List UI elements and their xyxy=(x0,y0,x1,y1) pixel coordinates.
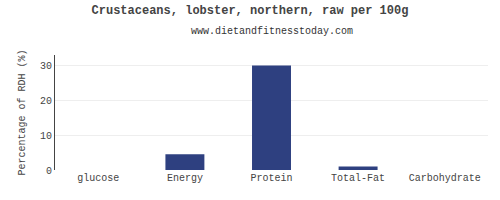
svg-text:glucose: glucose xyxy=(77,173,119,184)
svg-text:30: 30 xyxy=(40,61,52,72)
svg-text:Protein: Protein xyxy=(250,173,292,184)
svg-text:Energy: Energy xyxy=(167,173,203,184)
svg-text:Total-Fat: Total-Fat xyxy=(331,173,385,184)
svg-text:10: 10 xyxy=(40,131,52,142)
svg-text:Percentage of RDH (%): Percentage of RDH (%) xyxy=(17,49,28,175)
svg-text:www.dietandfitnesstoday.com: www.dietandfitnesstoday.com xyxy=(191,26,353,37)
svg-text:Crustaceans, lobster, northern: Crustaceans, lobster, northern, raw per … xyxy=(92,4,409,18)
svg-text:Carbohydrate: Carbohydrate xyxy=(409,173,481,184)
svg-text:20: 20 xyxy=(40,96,52,107)
svg-text:0: 0 xyxy=(46,166,52,177)
